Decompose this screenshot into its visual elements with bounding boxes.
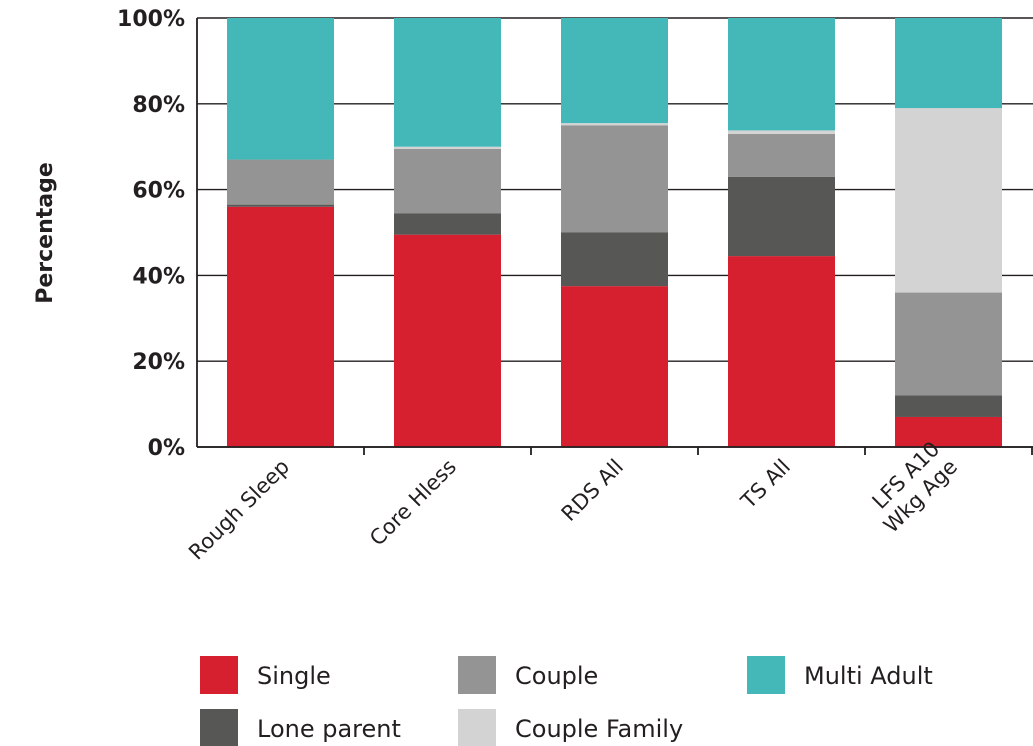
bar-segment-couple (561, 125, 668, 233)
legend-label: Lone parent (257, 715, 401, 743)
bar-segment-multi-adult (227, 18, 334, 160)
legend-swatch (458, 709, 496, 746)
legend-item-single: Single (200, 656, 331, 694)
legend: Single Lone parent Couple Couple Family Mult… (200, 656, 933, 746)
y-tick-labels: 0% 20% 40% 60% 80% 100% (117, 7, 185, 461)
y-tick-label: 100% (117, 7, 185, 32)
legend-label: Multi Adult (804, 662, 933, 690)
legend-item-lone-parent: Lone parent (200, 709, 401, 746)
legend-swatch (747, 656, 785, 694)
legend-label: Couple Family (515, 715, 683, 743)
legend-item-couple-family: Couple Family (458, 709, 683, 746)
y-tick-label: 80% (132, 93, 185, 118)
legend-label: Couple (515, 662, 598, 690)
y-tick-label: 60% (132, 179, 185, 204)
bar-segment-lone-parent (561, 232, 668, 287)
bar-segment-single (227, 206, 334, 447)
bar-segment-couple-family (561, 123, 668, 126)
bar-segment-couple-family (728, 130, 835, 134)
bar-segment-couple (227, 159, 334, 205)
bar-segment-couple (394, 148, 501, 214)
axes (196, 18, 1033, 455)
x-tick-label: Core Hless (365, 455, 461, 551)
legend-label: Single (257, 662, 331, 690)
x-tick-label: LFS A10Wkg Age (861, 437, 962, 538)
bar-segment-lone-parent (394, 213, 501, 235)
y-axis-label: Percentage (33, 162, 58, 304)
x-tick-label: TS All (736, 455, 795, 514)
bar-segment-couple (728, 133, 835, 177)
x-tick-labels: Rough Sleep Core Hless RDS All TS All LFS A1… (184, 437, 962, 565)
bar-segment-single (728, 256, 835, 447)
x-tick-label: Rough Sleep (184, 455, 294, 565)
legend-swatch (200, 709, 238, 746)
bar-segment-lone-parent (895, 395, 1002, 417)
bar-segment-lone-parent (728, 176, 835, 257)
bar-segment-couple-family (394, 146, 501, 149)
y-tick-label: 40% (132, 264, 185, 289)
bar-segment-multi-adult (394, 18, 501, 147)
bars (227, 18, 1002, 447)
y-tick-label: 0% (148, 436, 185, 461)
bar-segment-single (394, 234, 501, 447)
x-tick-label: RDS All (557, 455, 628, 526)
bar-segment-couple (895, 292, 1002, 396)
bar-segment-single (895, 416, 1002, 447)
bar-segment-couple-family (895, 108, 1002, 293)
bar-segment-single (561, 286, 668, 447)
legend-swatch (458, 656, 496, 694)
bar-segment-multi-adult (728, 18, 835, 131)
legend-swatch (200, 656, 238, 694)
bar-segment-multi-adult (561, 18, 668, 124)
bar-segment-lone-parent (227, 204, 334, 207)
bar-segment-multi-adult (895, 18, 1002, 109)
legend-item-couple: Couple (458, 656, 598, 694)
legend-item-multi-adult: Multi Adult (747, 656, 933, 694)
y-tick-label: 20% (132, 350, 185, 375)
